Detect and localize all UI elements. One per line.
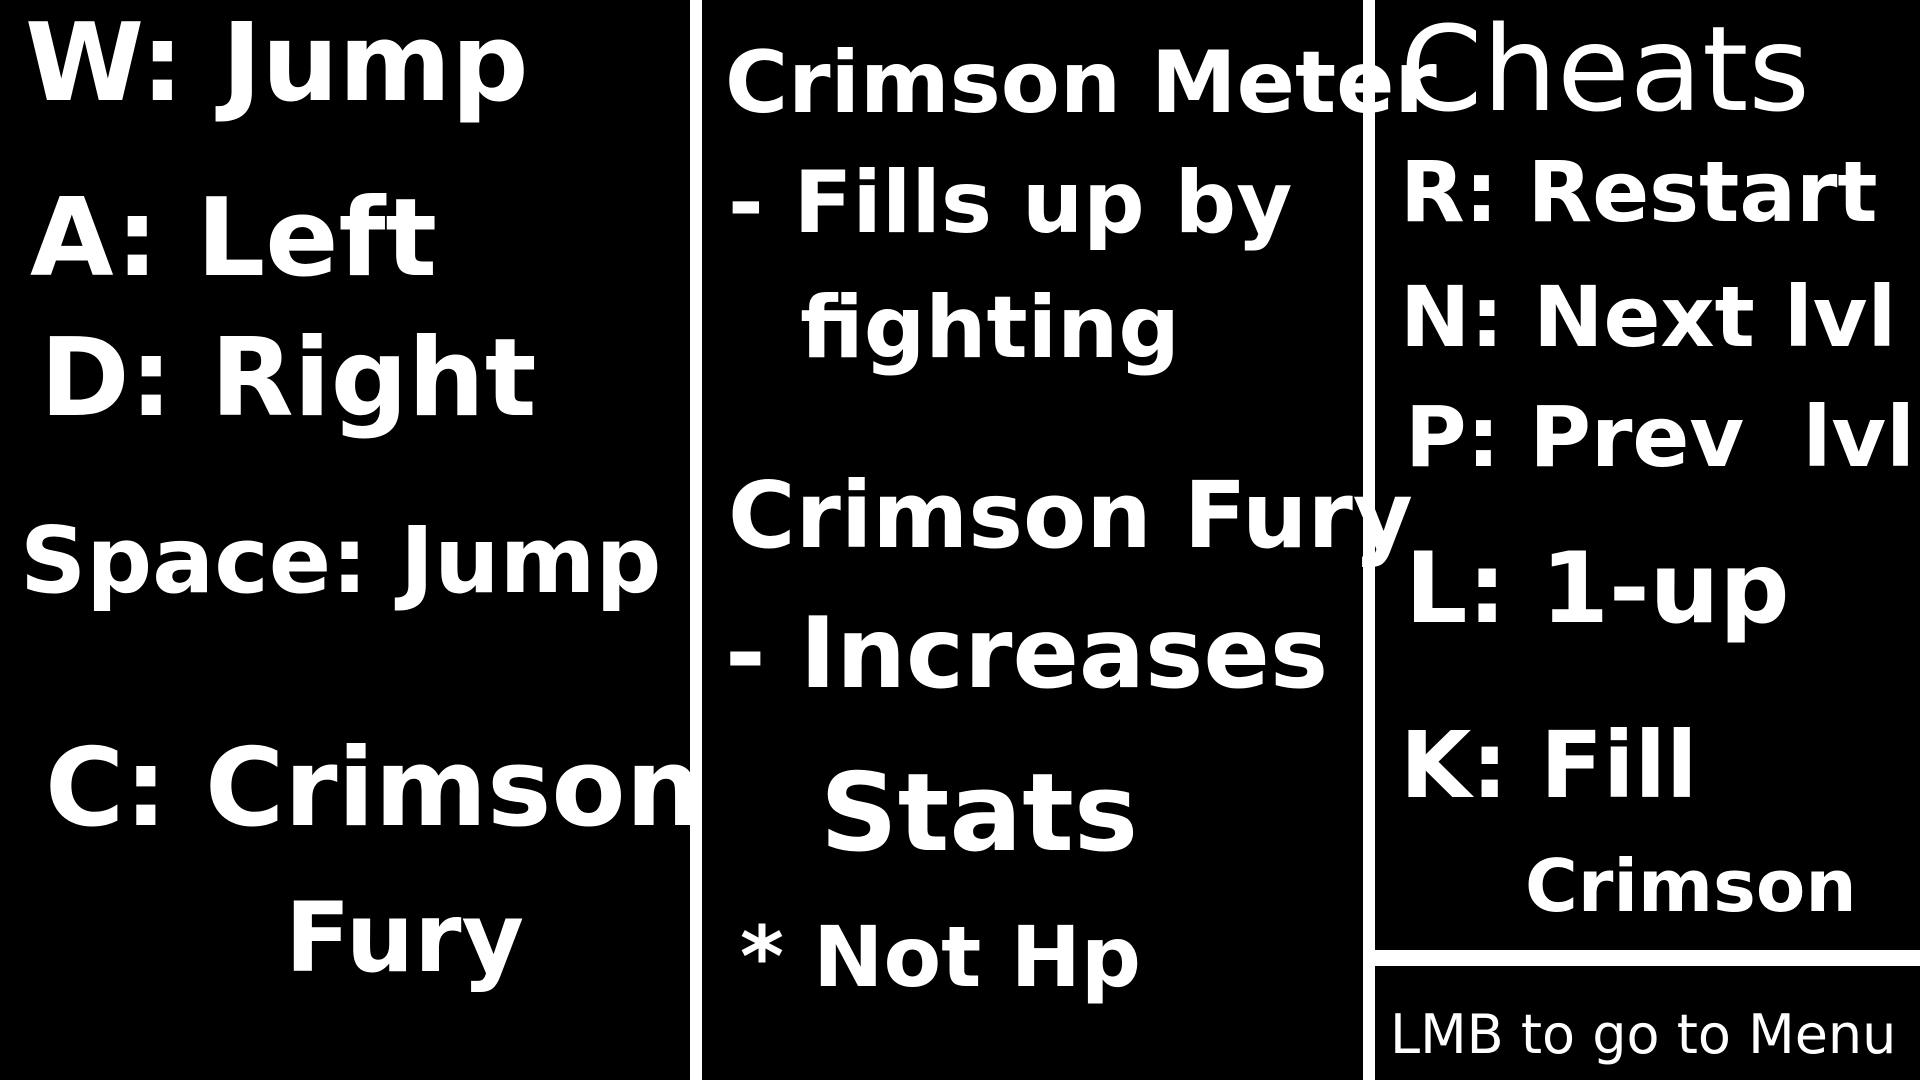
crimson-fury-note: * Not Hp [740,908,1142,1006]
control-space: Space: Jump [20,507,662,614]
crimson-meter-description-continued: fighting [800,278,1180,378]
crimson-fury-description: - Increases [725,597,1329,711]
cheat-restart: R: Restart [1400,143,1878,241]
panel-divider-left [690,0,702,1080]
cheat-fill-crimson-continued: Crimson [1525,844,1857,928]
crimson-meter-title: Crimson Meter [725,33,1437,133]
crimson-fury-description-continued: Stats [820,751,1139,876]
control-c-continued: Fury [285,882,525,994]
control-w: W: Jump [25,1,529,126]
cheats-title: Cheats [1400,0,1810,138]
crimson-meter-description: - Fills up by [728,153,1293,253]
cheat-fill-crimson: K: Fill [1400,712,1698,819]
crimson-fury-title: Crimson Fury [728,462,1413,569]
panel-divider-bottom [1375,950,1920,966]
control-c: C: Crimson [45,726,703,851]
panel-divider-right [1363,0,1375,1080]
cheat-next-level: N: Next lvl [1400,268,1897,366]
control-d: D: Right [40,316,537,441]
cheat-one-up: L: 1-up [1405,532,1790,646]
control-a: A: Left [30,176,438,301]
cheat-prev-level: P: Prev lvl [1405,388,1915,486]
menu-hint[interactable]: LMB to go to Menu [1390,1003,1897,1066]
